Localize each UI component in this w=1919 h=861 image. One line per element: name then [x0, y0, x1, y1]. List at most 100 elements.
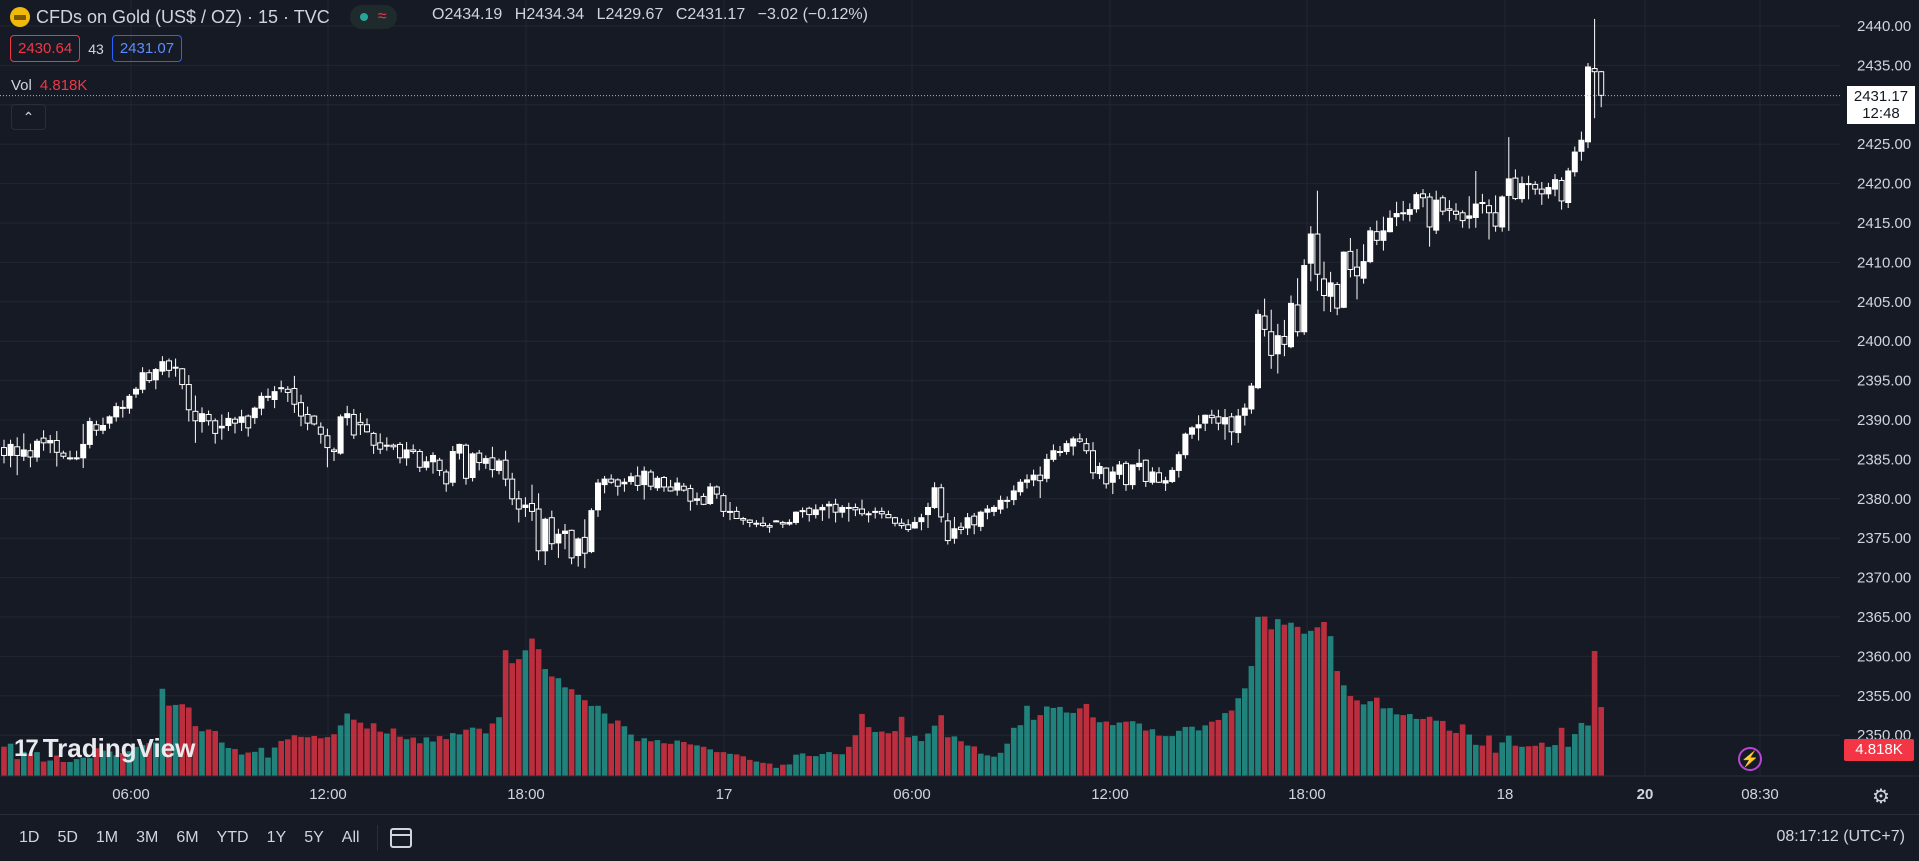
volume-bar [1116, 722, 1123, 776]
volume-bar [469, 727, 476, 776]
candle-body [40, 437, 47, 444]
volume-bar [621, 726, 628, 776]
volume-bar [1169, 736, 1175, 776]
candle-body [496, 460, 502, 471]
candle-body [548, 517, 555, 545]
range-1y-button[interactable]: 1Y [266, 829, 287, 846]
candle-body [1538, 188, 1545, 195]
volume-bar [588, 705, 595, 776]
volume-bar [1374, 697, 1380, 776]
range-all-button[interactable]: All [341, 829, 360, 846]
flash-icon[interactable]: ⚡ [1738, 747, 1762, 771]
open-label: O [432, 6, 445, 23]
market-status[interactable]: ≈ [349, 5, 397, 29]
candle-body [1466, 215, 1473, 219]
candle-body [944, 520, 951, 542]
candle-body [964, 517, 971, 529]
volume-bar [1367, 701, 1373, 776]
volume-bar [1189, 726, 1195, 776]
candle-body [1307, 233, 1314, 264]
candle-body [832, 503, 839, 513]
volume-bar [1294, 626, 1301, 776]
candle-body [1235, 415, 1242, 434]
candle-body [185, 384, 192, 411]
candle-body [106, 416, 113, 424]
gold-coin-icon [10, 7, 30, 27]
candle-body [680, 485, 687, 491]
volume-bar [1420, 718, 1426, 776]
range-ytd-button[interactable]: YTD [216, 829, 249, 846]
volume-bar [1473, 744, 1479, 776]
time-axis[interactable]: 06:00 12:00 18:00 17 06:00 12:00 18:00 18 20 08:3… [0, 775, 1919, 803]
calendar-icon[interactable] [389, 828, 412, 848]
candle-body [1248, 385, 1255, 410]
volume-bar [773, 767, 779, 776]
volume-bar [1242, 688, 1248, 776]
candle-body [172, 366, 179, 369]
candle-body [1439, 197, 1446, 212]
candle-body [601, 478, 608, 486]
volume-bar [502, 650, 509, 776]
volume-bar [318, 738, 324, 776]
candle-body [1347, 250, 1354, 270]
volume-bar [714, 752, 720, 776]
candle-body [1459, 212, 1466, 222]
price-tick-label: 2420.00 [1857, 176, 1911, 193]
ohlc-values: O2434.19 H2434.34 L2429.67 C2431.17 −3.0… [432, 6, 876, 24]
clock-timezone[interactable]: 08:17:12 (UTC+7) [1776, 828, 1905, 845]
volume-bar [483, 733, 489, 776]
candle-body [977, 511, 984, 527]
volume-bar [397, 736, 403, 776]
volume-bar [166, 705, 172, 776]
volume-bar [172, 704, 179, 776]
volume-bar [667, 743, 674, 776]
time-tick-label: 18 [1497, 786, 1514, 803]
candle-body [1301, 265, 1308, 333]
gear-icon[interactable]: ⚙ [1872, 786, 1890, 808]
volume-bar [357, 722, 364, 776]
volume-bar [1426, 716, 1433, 776]
symbol-title[interactable]: CFDs on Gold (US$ / OZ) · 15 · TVC [36, 6, 330, 27]
collapse-legend-button[interactable]: ⌃ [11, 104, 46, 130]
bar-countdown: 12:48 [1862, 105, 1900, 122]
volume-bar [1090, 717, 1096, 776]
volume-bar [311, 735, 317, 776]
volume-bar [542, 669, 548, 776]
range-1m-button[interactable]: 1M [95, 829, 119, 846]
candle-body [1406, 209, 1413, 215]
range-5d-button[interactable]: 5D [57, 829, 78, 846]
range-3m-button[interactable]: 3M [136, 829, 159, 846]
candle-body [542, 518, 549, 552]
market-open-icon [359, 13, 368, 21]
range-6m-button[interactable]: 6M [176, 829, 199, 846]
volume-bar [1321, 621, 1327, 776]
open-value: 2434.19 [444, 6, 503, 23]
candle-body [1360, 261, 1367, 279]
price-axis[interactable]: 2440.002435.002430.002425.002420.002415.… [1840, 0, 1919, 776]
volume-bar [1506, 735, 1512, 776]
last-price-tag: 2431.17 12:48 [1847, 86, 1915, 124]
price-tick-label: 2375.00 [1857, 530, 1911, 547]
range-1d-button[interactable]: 1D [19, 829, 40, 846]
volume-bar [912, 735, 918, 776]
volume-bar [212, 730, 218, 776]
volume-bar [113, 755, 119, 776]
candle-body [357, 421, 364, 426]
candle-body [1189, 427, 1195, 435]
tradingview-logo[interactable]: 17 TradingView [14, 733, 195, 764]
buy-button[interactable]: 2431.07 [111, 35, 183, 62]
candle-body [284, 388, 291, 393]
range-5y-button[interactable]: 5Y [304, 829, 324, 846]
volume-legend[interactable]: Vol 4.818K [11, 77, 87, 94]
candle-body [1063, 443, 1070, 453]
candle-body [311, 415, 318, 425]
candle-body [232, 418, 238, 424]
volume-bar [582, 700, 588, 776]
price-tick-label: 2390.00 [1857, 412, 1911, 429]
sell-button[interactable]: 2430.64 [10, 35, 81, 62]
candle-body [984, 508, 991, 513]
candle-body [1281, 335, 1288, 345]
candle-body [1512, 177, 1519, 200]
volume-bar [1407, 714, 1413, 776]
